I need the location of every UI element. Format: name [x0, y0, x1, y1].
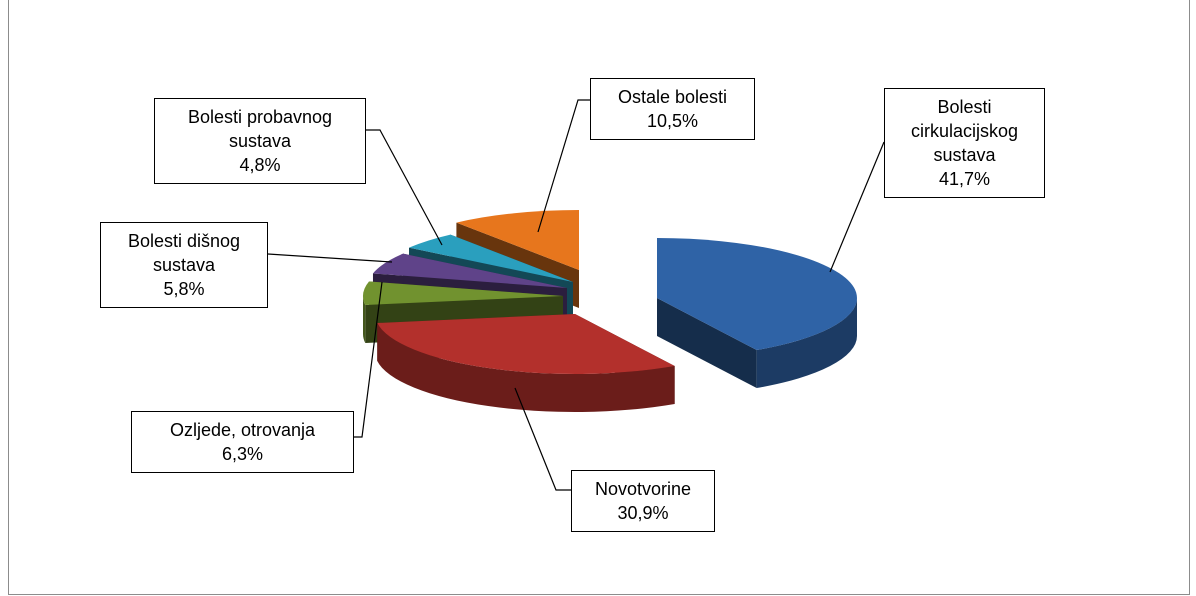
leader-line [537, 99, 590, 233]
category-label: Novotvorine [594, 479, 692, 499]
data-label: Ozljede, otrovanja 6,3% [131, 411, 354, 473]
value-label: 5,8% [163, 279, 205, 299]
slice [372, 253, 567, 288]
data-label: Bolesti cirkulacijskog sustava 41,7% [884, 88, 1045, 198]
value-label: 6,3% [221, 444, 264, 464]
slice [657, 238, 857, 351]
data-label: Bolesti dišnog sustava 5,8% [100, 222, 268, 308]
data-label: Bolesti probavnog sustava 4,8% [154, 98, 366, 184]
chart-border [8, 0, 1190, 595]
data-label: Novotvorine 30,9% [571, 470, 715, 532]
leader-line [829, 141, 885, 273]
category-label: Bolesti dišnog sustava [127, 231, 241, 275]
data-label: Ostale bolesti 10,5% [590, 78, 755, 140]
leader-line [366, 129, 443, 246]
value-label: 30,9% [617, 503, 669, 523]
category-label: Ostale bolesti [617, 87, 728, 107]
slice-side [377, 323, 675, 412]
leader-line [267, 253, 393, 263]
value-label: 10,5% [646, 111, 699, 131]
leader-line [514, 387, 571, 491]
slice [456, 210, 579, 270]
slice-side [756, 298, 857, 389]
slice [377, 314, 675, 374]
slice [363, 281, 563, 306]
category-label: Bolesti cirkulacijskog sustava [910, 97, 1019, 165]
slice-side [363, 296, 366, 344]
slice-face [657, 298, 757, 389]
slice [409, 234, 573, 282]
value-label: 41,7% [938, 169, 991, 189]
leader-line [354, 281, 383, 438]
value-label: 4,8% [239, 155, 281, 175]
category-label: Bolesti probavnog sustava [187, 107, 333, 151]
category-label: Ozljede, otrovanja [169, 420, 316, 440]
